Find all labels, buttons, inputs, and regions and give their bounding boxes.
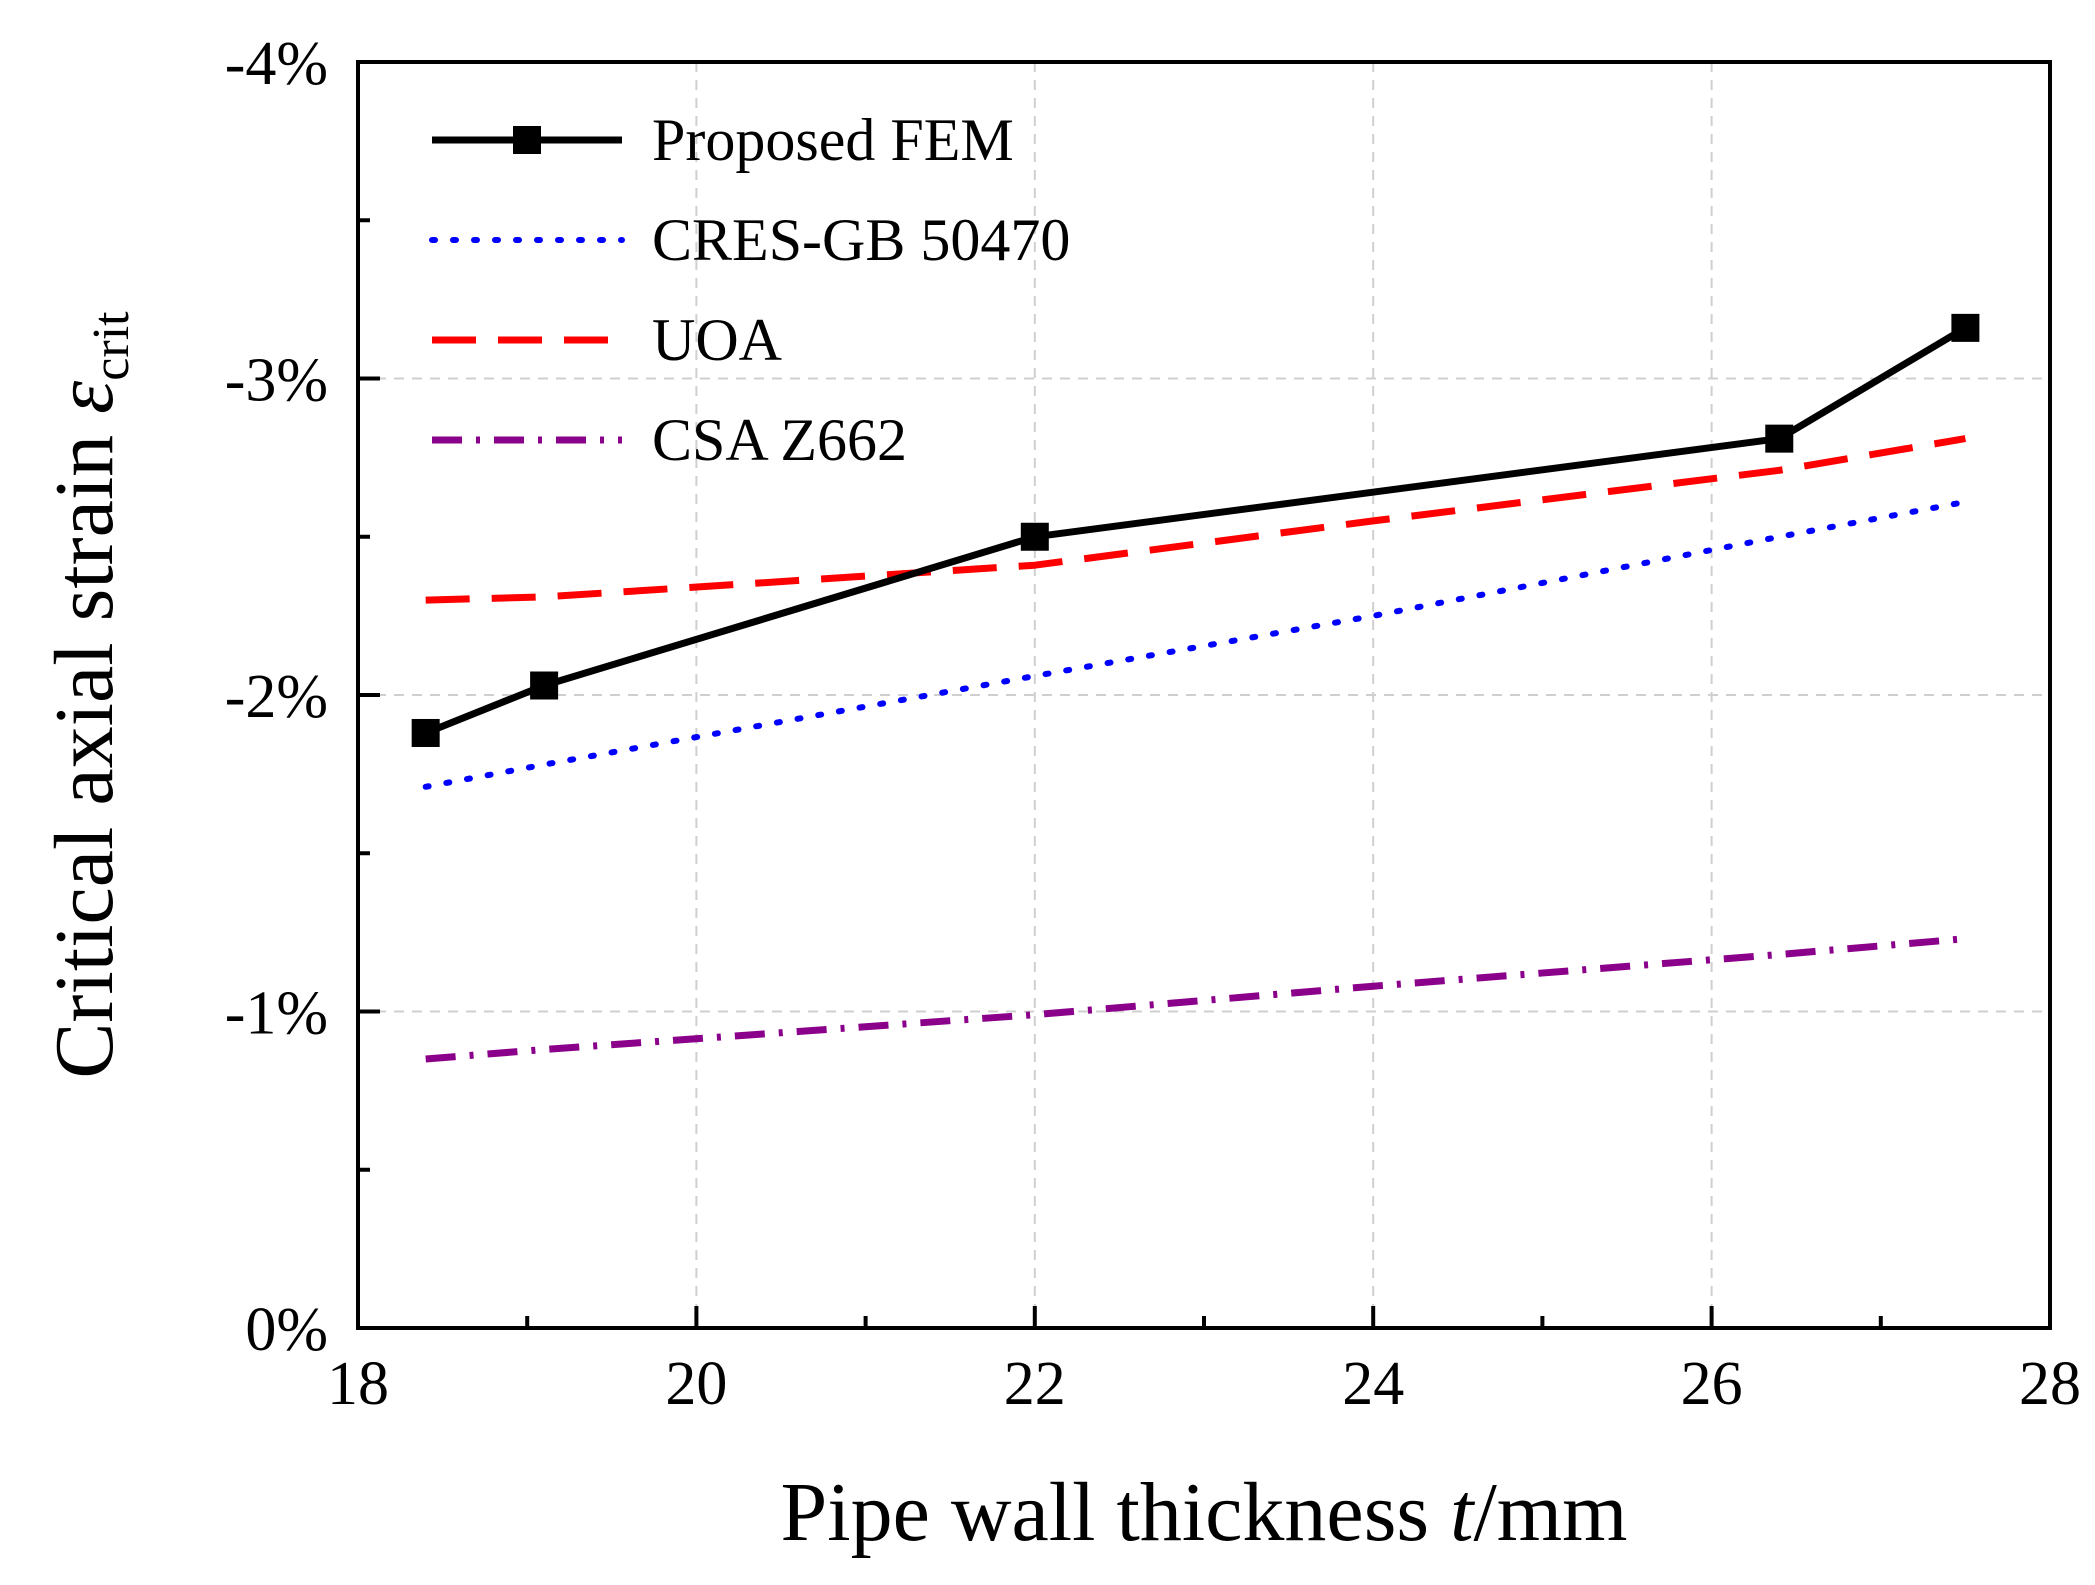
legend: Proposed FEM CRES-GB 50470 UOA CSA Z662	[429, 107, 1070, 473]
x-tick-label: 24	[1342, 1350, 1404, 1418]
x-axis-title-unit: /mm	[1473, 1466, 1627, 1559]
data-point-marker	[1951, 313, 1980, 342]
series-line-proposed-fem	[424, 324, 1968, 737]
series-line-cres-gb-50470	[422, 498, 1969, 790]
x-tick-label: 22	[1004, 1350, 1066, 1418]
series-line-uoa	[425, 435, 1966, 604]
tick-layer	[356, 60, 2052, 1330]
series-layer	[411, 313, 1980, 1063]
y-tick-label: -3%	[225, 347, 328, 415]
y-axis-title: Critical axial strain εcrit	[38, 311, 140, 1079]
data-point-marker	[411, 718, 440, 747]
y-axis-title-symbol: ε	[38, 380, 131, 414]
grid-layer	[358, 62, 2050, 1328]
legend-label: UOA	[652, 307, 782, 373]
y-axis-title-text: Critical axial strain	[38, 414, 131, 1079]
y-tick-label: -1%	[225, 980, 328, 1048]
legend-label: CRES-GB 50470	[652, 207, 1070, 273]
x-axis-title-text: Pipe wall thickness	[781, 1466, 1451, 1559]
y-axis-title-subscript: crit	[83, 311, 140, 381]
x-axis-title: Pipe wall thickness t/mm	[781, 1466, 1628, 1559]
data-point-marker	[1020, 522, 1049, 551]
x-tick-label: 26	[1681, 1350, 1743, 1418]
legend-label: Proposed FEM	[652, 107, 1014, 173]
x-tick-label: 18	[327, 1350, 389, 1418]
x-axis-title-italic: t	[1450, 1466, 1476, 1559]
data-point-marker	[1765, 424, 1794, 453]
y-tick-label: -2%	[225, 663, 328, 731]
y-tick-label: -4%	[225, 30, 328, 98]
data-point-marker	[530, 671, 559, 700]
series-line-csa-z662	[425, 935, 1966, 1063]
tick-label-layer: 18 20 22 24 26 28 0% -1% -2% -3% -4%	[225, 30, 2081, 1418]
x-tick-label: 28	[2019, 1350, 2081, 1418]
legend-marker	[513, 126, 541, 154]
y-tick-label: 0%	[245, 1296, 328, 1364]
legend-label: CSA Z662	[652, 407, 907, 473]
x-tick-label: 20	[665, 1350, 727, 1418]
